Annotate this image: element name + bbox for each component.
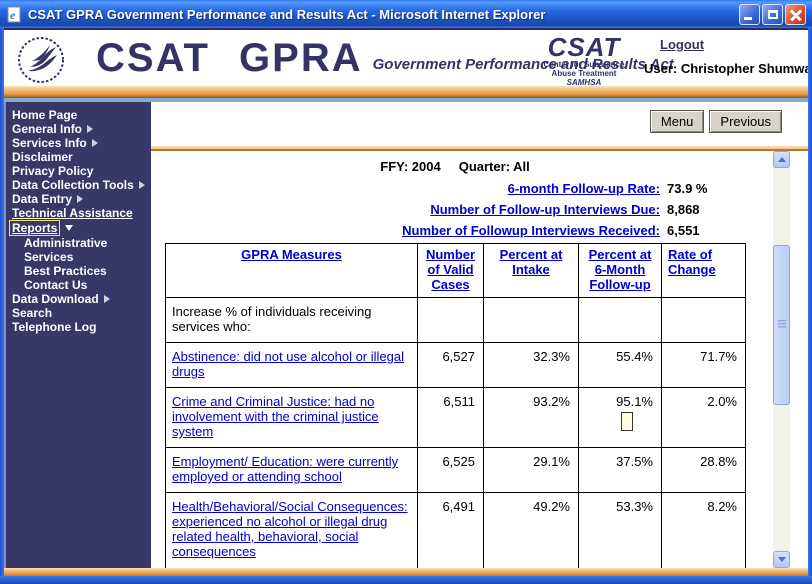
- header-rate-of-change[interactable]: Rate of Change: [661, 243, 746, 298]
- quarter-label: Quarter: All: [458, 159, 530, 174]
- interviews-due-value: 8,868: [667, 202, 700, 217]
- brand-title: CSAT GPRA: [96, 36, 363, 80]
- period-line: FFY: 2004 Quarter: All: [151, 159, 759, 174]
- empty-tooltip: [621, 412, 633, 431]
- window-border-bottom: [0, 576, 812, 584]
- chevron-down-icon: [777, 557, 786, 562]
- scroll-down-button[interactable]: [773, 551, 790, 568]
- maximize-icon: [768, 9, 778, 19]
- measure-employment-link[interactable]: Employment/ Education: were currently em…: [172, 454, 399, 484]
- stat-row: Number of Follow-up Interviews Due: 8,86…: [151, 202, 759, 218]
- table-row: Abstinence: did not use alcohol or illeg…: [165, 342, 746, 388]
- csat-logo-samhsa: SAMHSA: [566, 78, 602, 87]
- sidebar-item-services-info[interactable]: Services Info: [12, 136, 151, 150]
- hhs-eagle-logo: [18, 37, 64, 83]
- title-bar: e CSAT GPRA Government Performance and R…: [0, 0, 812, 28]
- measure-criminal-justice-link[interactable]: Crime and Criminal Justice: had no invol…: [172, 394, 379, 439]
- sidebar-item-data-collection-tools[interactable]: Data Collection Tools: [12, 178, 151, 192]
- header-percent-followup[interactable]: Percent at 6-Month Follow-up: [578, 243, 662, 298]
- csat-logo-line2: Abuse Treatment: [551, 69, 617, 78]
- svg-text:e: e: [10, 8, 16, 22]
- scrollbar-thumb[interactable]: [773, 245, 790, 405]
- footer-orange-bar: [4, 568, 808, 576]
- stat-row: Number of Followup Interviews Received: …: [151, 223, 759, 239]
- measure-health-link[interactable]: Health/Behavioral/Social Consequences: e…: [172, 499, 408, 559]
- sidebar-item-general-info[interactable]: General Info: [12, 122, 151, 136]
- sidebar-item-technical-assistance[interactable]: Technical Assistance: [12, 206, 133, 220]
- chevron-up-icon: [777, 157, 786, 162]
- summary-stats: FFY: 2004 Quarter: All 6-month Follow-up …: [151, 159, 759, 244]
- brand-block: CSAT GPRA Government Performance and Res…: [96, 34, 674, 82]
- table-header-row: GPRA Measures Number of Valid Cases Perc…: [165, 243, 746, 298]
- arrow-down-icon: [65, 225, 74, 231]
- arrow-right-icon: [87, 125, 94, 133]
- sidebar-item-search[interactable]: Search: [12, 306, 53, 320]
- window-border-left: [0, 28, 4, 576]
- maximize-button[interactable]: [762, 3, 783, 25]
- csat-samhsa-logo: CSAT Center for Substance Abuse Treatmen…: [538, 34, 630, 88]
- minimize-button[interactable]: [739, 3, 760, 25]
- vertical-scrollbar[interactable]: [773, 151, 790, 568]
- arrow-right-icon: [77, 195, 84, 203]
- arrow-right-icon: [103, 295, 110, 303]
- table-row: Employment/ Education: were currently em…: [165, 447, 746, 493]
- user-label: User: Christopher Shumway: [644, 61, 812, 76]
- measure-intro-text: Increase % of individuals receiving serv…: [172, 304, 372, 334]
- sidebar-item-reports[interactable]: Reports: [9, 220, 151, 236]
- gpra-measures-table: GPRA Measures Number of Valid Cases Perc…: [165, 243, 746, 568]
- sidebar-nav: Home Page General Info Services Info Dis…: [4, 102, 151, 568]
- sidebar-item-disclaimer[interactable]: Disclaimer: [12, 150, 73, 164]
- followup-rate-value: 73.9 %: [667, 181, 708, 196]
- header-orange-bar: [4, 86, 808, 98]
- sidebar-item-data-download[interactable]: Data Download: [12, 292, 151, 306]
- ie-page-icon: e: [7, 6, 21, 22]
- reports-highlight-box: Reports: [9, 220, 61, 236]
- menu-button[interactable]: Menu: [649, 110, 705, 133]
- arrow-right-icon: [138, 181, 145, 189]
- minimize-icon: [744, 16, 752, 20]
- header-gpra-measures[interactable]: GPRA Measures: [165, 243, 418, 298]
- csat-logo-name: CSAT: [547, 32, 621, 62]
- window-border-right: [808, 28, 812, 576]
- sidebar-item-services[interactable]: Services: [24, 250, 74, 264]
- measure-abstinence-link[interactable]: Abstinence: did not use alcohol or illeg…: [172, 349, 404, 379]
- logout-link[interactable]: Logout: [660, 37, 705, 52]
- interviews-due-link[interactable]: Number of Follow-up Interviews Due:: [430, 202, 660, 217]
- previous-button[interactable]: Previous: [709, 110, 782, 133]
- csat-logo-line1: Center for Substance: [543, 60, 625, 69]
- interviews-received-value: 6,551: [667, 223, 700, 238]
- sidebar-item-telephone-log[interactable]: Telephone Log: [12, 320, 97, 334]
- table-row: Health/Behavioral/Social Consequences: e…: [165, 492, 746, 568]
- main-content: Menu Previous FFY: 2004 Quarter: All 6-mo…: [151, 102, 808, 568]
- close-button[interactable]: [785, 3, 806, 25]
- scroll-up-button[interactable]: [773, 151, 790, 168]
- arrow-right-icon: [91, 139, 98, 147]
- ffy-label: FFY: 2004: [380, 159, 441, 174]
- content-divider: [151, 146, 808, 151]
- header-percent-intake[interactable]: Percent at Intake: [483, 243, 579, 298]
- sidebar-item-home-page[interactable]: Home Page: [12, 108, 78, 122]
- table-row: Crime and Criminal Justice: had no invol…: [165, 387, 746, 448]
- window-title: CSAT GPRA Government Performance and Res…: [28, 6, 546, 22]
- table-row: Increase % of individuals receiving serv…: [165, 297, 746, 343]
- followup-rate-link[interactable]: 6-month Follow-up Rate:: [507, 181, 660, 196]
- sidebar-item-data-entry[interactable]: Data Entry: [12, 192, 151, 206]
- sidebar-item-administrative[interactable]: Administrative: [24, 236, 108, 250]
- page-header: CSAT GPRA Government Performance and Res…: [4, 28, 812, 88]
- sidebar-item-privacy-policy[interactable]: Privacy Policy: [12, 164, 94, 178]
- sidebar-item-contact-us[interactable]: Contact Us: [24, 278, 88, 292]
- interviews-received-link[interactable]: Number of Followup Interviews Received:: [402, 223, 660, 238]
- brand-subtitle: Government Performance and Results Act: [372, 56, 674, 73]
- scrollbar-grip-icon: [778, 320, 786, 329]
- header-blue-line: [4, 98, 808, 102]
- sidebar-item-best-practices[interactable]: Best Practices: [24, 264, 107, 278]
- stat-row: 6-month Follow-up Rate: 73.9 %: [151, 181, 759, 197]
- header-valid-cases[interactable]: Number of Valid Cases: [417, 243, 484, 298]
